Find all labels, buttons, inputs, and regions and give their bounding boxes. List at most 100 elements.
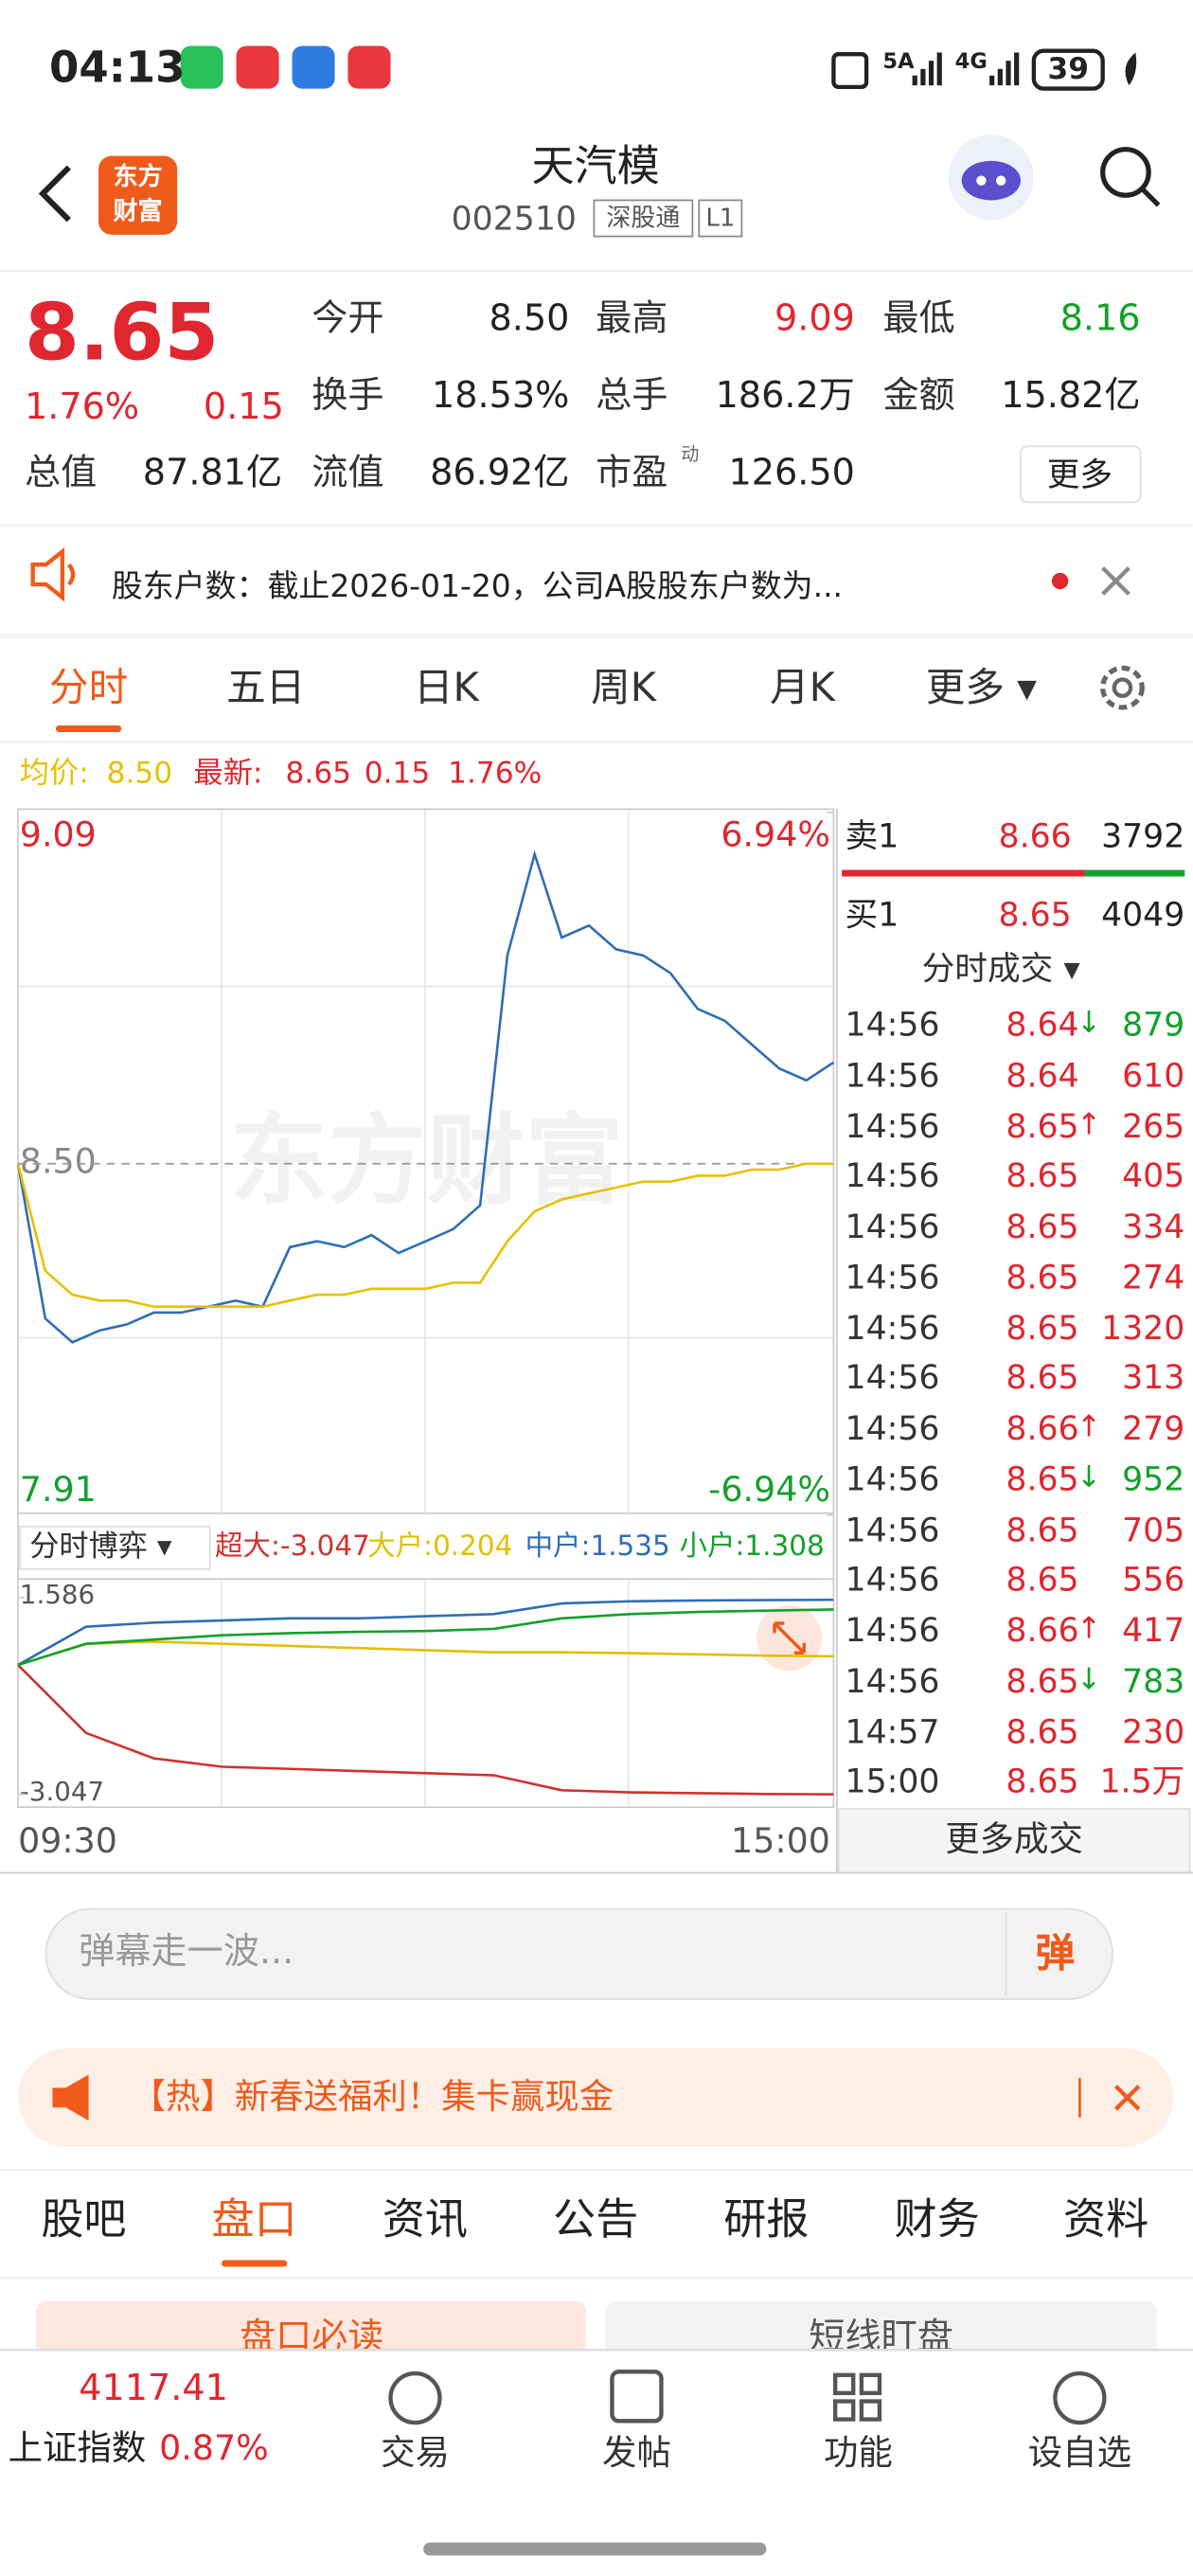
app-icon xyxy=(236,45,279,89)
trade-price: 8.65 xyxy=(1006,1307,1079,1348)
legend-value: 8.65 xyxy=(285,756,352,792)
legend-entry: 大户:0.204 xyxy=(367,1530,513,1564)
section-tab[interactable]: 资讯 xyxy=(382,2195,468,2245)
chart-tab[interactable]: 月K xyxy=(770,664,835,711)
nav-item[interactable]: 功能 xyxy=(824,2433,893,2473)
search-button[interactable] xyxy=(1100,147,1151,198)
book-volume: 3792 xyxy=(1101,815,1185,855)
divider xyxy=(0,633,1193,639)
panel-title[interactable]: 分时博弈 ▾ xyxy=(29,1530,172,1565)
network-label: 4G xyxy=(954,49,988,75)
index-value[interactable]: 4117.41 xyxy=(79,2368,228,2410)
trade-time: 14:56 xyxy=(845,1407,940,1448)
trade-time: 14:56 xyxy=(845,1206,940,1246)
section-tab[interactable]: 财务 xyxy=(894,2195,980,2245)
book-label: 卖1 xyxy=(845,815,899,855)
trade-arrow: ↑ xyxy=(1076,1611,1102,1647)
nav-item[interactable]: 发帖 xyxy=(602,2433,671,2473)
trade-volume: 230 xyxy=(1122,1710,1185,1751)
chart-tab[interactable]: 五日 xyxy=(226,664,306,711)
field-label: 今开 xyxy=(312,298,384,340)
trade-volume: 313 xyxy=(1122,1357,1185,1398)
field-value: 126.50 xyxy=(728,453,855,494)
more-button-label[interactable]: 更多 xyxy=(1046,455,1113,494)
back-button[interactable] xyxy=(38,165,71,223)
trade-arrow: ↑ xyxy=(1076,1106,1102,1142)
legend-entry: 超大:-3.047 xyxy=(215,1530,370,1564)
chart-tab[interactable]: 分时 xyxy=(48,664,129,711)
danmu-placeholder[interactable]: 弹幕走一波... xyxy=(79,1931,294,1974)
y-tick-label: 9.09 xyxy=(19,814,97,855)
megaphone-icon xyxy=(52,2074,89,2121)
trade-volume: 279 xyxy=(1122,1407,1185,1448)
dropdown-box[interactable] xyxy=(18,1525,211,1570)
field-value: 186.2万 xyxy=(715,375,855,418)
danmu-input[interactable] xyxy=(45,1907,1113,2000)
more-button[interactable] xyxy=(1020,445,1142,504)
more-trades-button[interactable] xyxy=(837,1808,1191,1874)
field-label: 换手 xyxy=(312,375,384,418)
legend-label: 均价: xyxy=(19,756,89,792)
robot-eye xyxy=(976,175,987,186)
field-label: 市盈 xyxy=(596,453,668,494)
stock-code: 002510 xyxy=(451,198,577,239)
section-tab[interactable]: 股吧 xyxy=(41,2195,127,2245)
banner-bg[interactable] xyxy=(18,2048,1174,2147)
y-tick-label: 7.91 xyxy=(19,1469,97,1510)
book-volume: 4049 xyxy=(1101,894,1185,935)
trade-arrow: ↑ xyxy=(1076,1409,1102,1445)
more-trades-label[interactable]: 更多成交 xyxy=(945,1819,1083,1859)
field-value: 87.81亿 xyxy=(142,453,283,494)
field-value: 15.82亿 xyxy=(1001,375,1141,418)
trade-price: 8.64 xyxy=(1006,1004,1079,1045)
y2-tick-label: -6.94% xyxy=(708,1469,830,1510)
trade-volume: 705 xyxy=(1122,1509,1185,1549)
signal-icon xyxy=(912,52,942,86)
trade-icon xyxy=(388,2370,442,2425)
y-tick-label: 8.50 xyxy=(19,1141,97,1181)
y-tick-label: -3.047 xyxy=(19,1776,105,1808)
trade-time: 14:57 xyxy=(845,1710,940,1751)
battery-icon xyxy=(1031,48,1105,91)
chart-tab[interactable]: 日K xyxy=(413,664,479,711)
tag-box xyxy=(593,199,694,238)
trade-price: 8.65 xyxy=(1006,1105,1079,1145)
chart-tab[interactable]: 更多 ▾ xyxy=(925,664,1038,711)
trade-volume: 1320 xyxy=(1101,1307,1185,1348)
section-tab[interactable]: 资料 xyxy=(1063,2195,1149,2245)
logo-text: 财富 xyxy=(113,196,163,226)
trade-volume: 334 xyxy=(1122,1206,1185,1246)
trade-time: 14:56 xyxy=(845,1105,940,1145)
chart-tab[interactable]: 周K xyxy=(591,664,657,711)
settings-button[interactable] xyxy=(1100,665,1145,710)
trade-volume: 1.5万 xyxy=(1099,1762,1185,1801)
field-label: 最低 xyxy=(882,298,955,340)
stock-name: 天汽模 xyxy=(531,142,660,192)
nav-item[interactable]: 交易 xyxy=(381,2433,450,2473)
book-price: 8.65 xyxy=(998,894,1072,935)
unread-dot xyxy=(1051,572,1069,590)
logo xyxy=(98,155,178,235)
close-banner[interactable] xyxy=(1113,2084,1141,2111)
section-tab[interactable]: 公告 xyxy=(553,2195,639,2245)
notice-text[interactable]: 股东户数：截止2026-01-20，公司A股股东户数为... xyxy=(111,568,844,605)
section-tab[interactable]: 研报 xyxy=(723,2195,810,2245)
bottom-nav xyxy=(0,725,1193,2576)
flow-line xyxy=(17,1640,834,1667)
section-tab[interactable]: 盘口 xyxy=(211,2195,297,2245)
nav-item[interactable]: 设自选 xyxy=(1027,2433,1131,2473)
trade-volume: 556 xyxy=(1122,1559,1185,1600)
book-label: 买1 xyxy=(845,894,899,935)
watermark: 东方财富 xyxy=(229,1104,624,1220)
banner-text[interactable]: 【热】新春送福利！集卡赢现金 xyxy=(131,2077,614,2117)
trade-time: 14:56 xyxy=(845,1307,940,1348)
close-notice[interactable] xyxy=(1101,566,1131,596)
trade-arrow: ↓ xyxy=(1076,1006,1102,1041)
danmu-button[interactable]: 弹 xyxy=(1035,1930,1076,1977)
legend-value: 1.76% xyxy=(448,756,543,792)
watchlist-icon xyxy=(1053,2370,1107,2425)
settings-core xyxy=(1112,677,1133,699)
trade-time: 14:56 xyxy=(845,1458,940,1498)
